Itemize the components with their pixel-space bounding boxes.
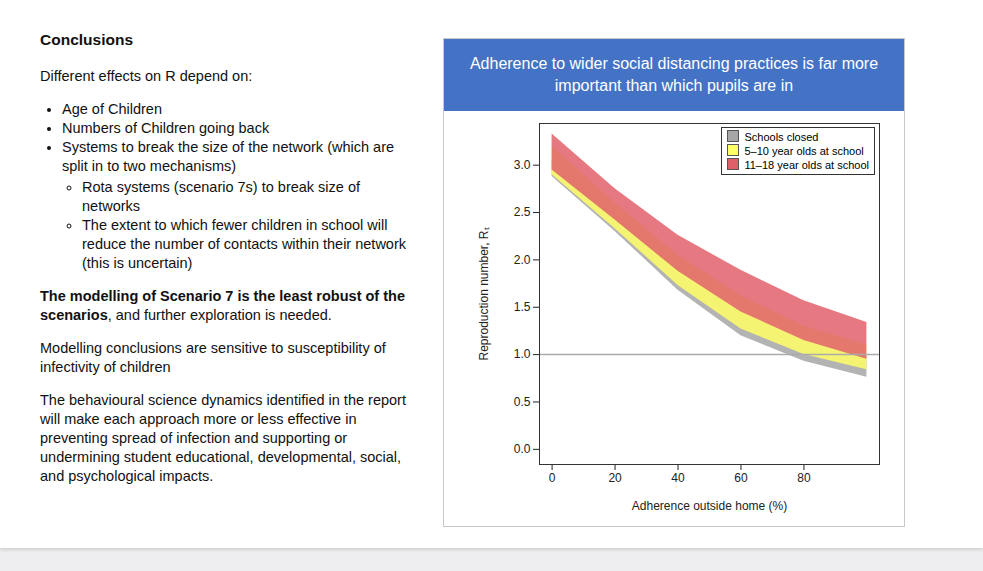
html-text:Schools closed: Schools closed — [744, 131, 819, 143]
svg-text:0: 0 — [549, 471, 556, 485]
svg-text:40: 40 — [671, 471, 685, 485]
svg-text:0.5: 0.5 — [514, 395, 531, 409]
svg-text:2.5: 2.5 — [514, 205, 531, 219]
html-text:The modelling of Scenario 7 is: The modelling of Scenario 7 is the least… — [40, 288, 405, 323]
html-text:11–18 year olds at school: 11–18 year olds at school — [744, 159, 869, 171]
html-text:The behavioural science dynami: The behavioural science dynamics identif… — [40, 392, 406, 484]
html-text:Systems to break the size of t: Systems to break the size of the network… — [62, 139, 394, 174]
html-text:Numbers of Children going back: Numbers of Children going back — [62, 120, 270, 136]
svg-text:3.0: 3.0 — [514, 158, 531, 172]
html-text:Modelling conclusions are sens: Modelling conclusions are sensitive to s… — [40, 340, 386, 375]
svg-text:80: 80 — [797, 471, 811, 485]
html-text:The extent to which fewer chil: The extent to which fewer children in sc… — [82, 217, 406, 271]
svg-text:2.0: 2.0 — [514, 253, 531, 267]
html-text:Adherence to wider social dist: Adherence to wider social distancing pra… — [469, 55, 879, 94]
svg-text:Adherence outside home (%): Adherence outside home (%) — [632, 499, 787, 513]
svg-text:Reproduction number, Rₜ: Reproduction number, Rₜ — [477, 227, 491, 360]
html-text:Age of Children: Age of Children — [62, 101, 162, 117]
svg-text:60: 60 — [734, 471, 748, 485]
html-text:5–10 year olds at school: 5–10 year olds at school — [744, 145, 864, 157]
html-text:Different effects on R depend: Different effects on R depend on: — [40, 68, 253, 84]
html-text:Conclusions: Conclusions — [40, 31, 133, 48]
svg-text:0.0: 0.0 — [514, 442, 531, 456]
svg-text:1.5: 1.5 — [514, 300, 531, 314]
html-text:Rota systems (scenario 7s) to: Rota systems (scenario 7s) to break size… — [82, 179, 360, 214]
svg-text:20: 20 — [608, 471, 622, 485]
svg-text:1.0: 1.0 — [514, 347, 531, 361]
